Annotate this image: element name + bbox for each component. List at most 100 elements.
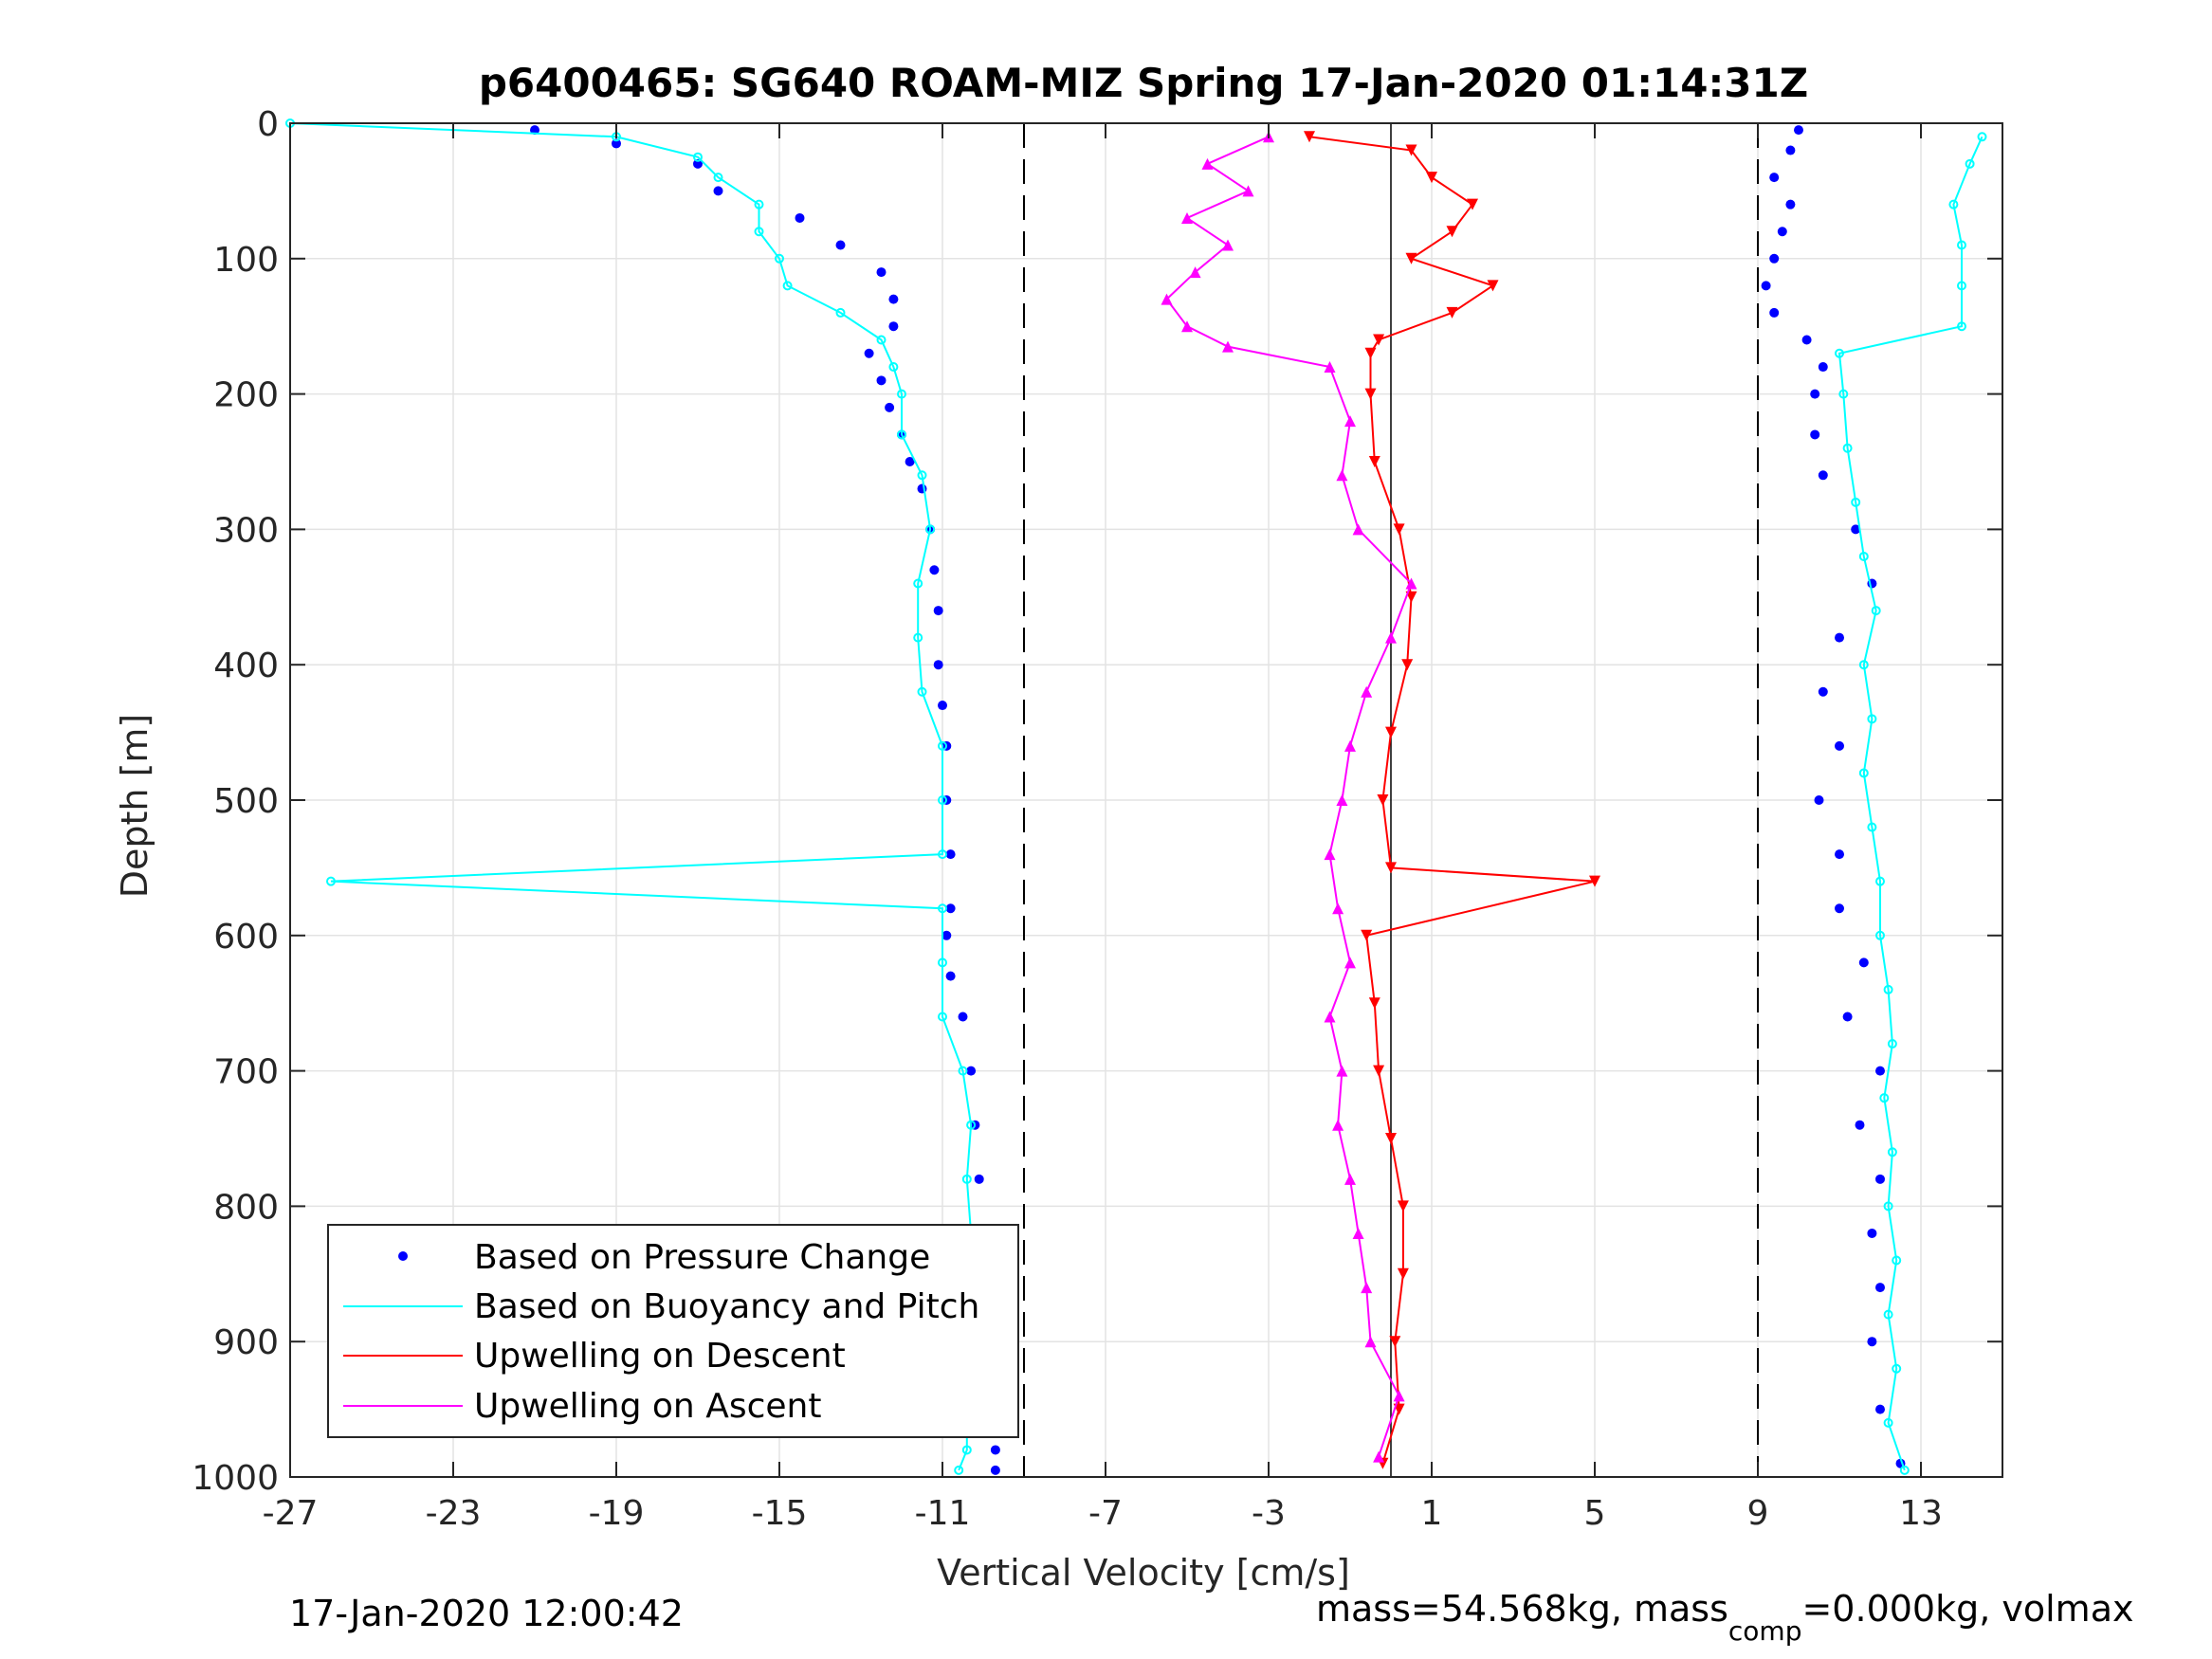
data-point <box>1883 1201 1893 1212</box>
data-point <box>1871 606 1881 616</box>
data-point <box>990 1445 1000 1455</box>
data-point <box>1957 281 1966 291</box>
data-point <box>1883 984 1893 994</box>
data-point <box>1769 173 1780 183</box>
data-point <box>1957 321 1966 332</box>
data-point <box>1835 849 1844 860</box>
data-point <box>1842 443 1853 453</box>
data-point <box>958 1066 968 1076</box>
data-point <box>1867 1228 1877 1238</box>
data-point <box>1324 361 1336 374</box>
data-point <box>917 470 927 481</box>
data-point <box>1222 239 1234 251</box>
data-point <box>1373 334 1385 346</box>
footer-datestamp: 17-Jan-2020 12:00:42 <box>289 1593 684 1634</box>
series-layer <box>285 118 1987 1475</box>
y-tick-label: 100 <box>213 241 279 280</box>
y-axis-label: Depth [m] <box>114 714 155 899</box>
data-point <box>1344 739 1356 752</box>
data-point <box>1810 389 1820 399</box>
data-point <box>1364 1336 1377 1348</box>
series-line <box>289 122 973 1471</box>
data-point <box>905 457 915 466</box>
footer-mass-tail: =0.000kg, volmax <box>1801 1588 2133 1630</box>
data-point <box>1361 929 1373 941</box>
data-point <box>1385 726 1397 738</box>
data-point <box>938 740 947 751</box>
data-point <box>1161 293 1173 305</box>
data-point <box>1397 1200 1409 1212</box>
data-point <box>1242 185 1254 197</box>
data-point <box>938 701 947 711</box>
series-2 <box>1761 125 1906 1468</box>
data-point <box>917 686 927 697</box>
legend-swatch-pressure <box>398 1251 408 1261</box>
data-point <box>1304 131 1315 143</box>
series-4 <box>1304 131 1600 1469</box>
y-tick-label: 900 <box>213 1323 279 1362</box>
data-point <box>913 578 923 589</box>
y-tick-label: 700 <box>213 1053 279 1092</box>
data-point <box>1352 1227 1364 1239</box>
x-tick-label: -7 <box>1088 1494 1123 1533</box>
data-point <box>876 335 887 345</box>
data-point <box>1965 158 1975 169</box>
data-point <box>1181 320 1193 333</box>
data-point <box>1389 1336 1401 1348</box>
data-point <box>1867 822 1877 832</box>
data-point <box>1397 1267 1409 1280</box>
data-point <box>958 1012 968 1022</box>
x-tick-label: -19 <box>589 1494 645 1533</box>
data-point <box>1181 211 1193 224</box>
data-point <box>966 1120 977 1130</box>
data-point <box>1835 903 1844 914</box>
data-point <box>933 660 943 670</box>
data-point <box>1405 144 1417 156</box>
data-point <box>1818 362 1828 373</box>
data-point <box>1801 335 1812 345</box>
data-point <box>1867 714 1877 724</box>
data-point <box>1887 1147 1897 1158</box>
data-point <box>1879 1093 1890 1103</box>
x-tick-label: 1 <box>1421 1494 1443 1533</box>
data-point <box>945 903 956 914</box>
y-tick-label: 300 <box>213 511 279 550</box>
data-point <box>1851 524 1861 535</box>
legend-label-pressure: Based on Pressure Change <box>474 1238 930 1277</box>
data-point <box>754 199 764 210</box>
data-point <box>913 632 923 643</box>
data-point <box>1222 340 1234 353</box>
reference-lines <box>1023 123 1759 1477</box>
data-point <box>1883 1309 1893 1320</box>
data-point <box>974 1174 984 1184</box>
data-point <box>1324 848 1336 861</box>
data-point <box>1769 307 1780 318</box>
data-point <box>1393 1390 1405 1402</box>
data-point <box>1858 660 1869 670</box>
data-point <box>1858 768 1869 778</box>
data-point <box>990 1465 1000 1475</box>
data-point <box>713 173 723 183</box>
series-3 <box>1835 132 1987 1475</box>
data-point <box>1589 875 1600 887</box>
data-point <box>693 158 703 169</box>
data-point <box>1368 456 1380 467</box>
y-tick-label: 0 <box>257 105 279 144</box>
data-point <box>1405 591 1417 603</box>
data-point <box>864 348 874 358</box>
y-tick-label: 400 <box>213 647 279 685</box>
data-point <box>1344 415 1356 428</box>
data-point <box>1364 388 1377 400</box>
data-point <box>1835 348 1844 358</box>
data-point <box>1810 429 1820 440</box>
series-line <box>1308 136 1596 1465</box>
data-point <box>1401 659 1414 671</box>
data-point <box>1818 686 1828 697</box>
data-point <box>1446 306 1458 319</box>
data-point <box>929 565 940 575</box>
data-point <box>876 267 887 278</box>
data-point <box>835 240 846 250</box>
data-point <box>1377 794 1389 806</box>
x-axis-label: Vertical Velocity [cm/s] <box>937 1552 1350 1594</box>
